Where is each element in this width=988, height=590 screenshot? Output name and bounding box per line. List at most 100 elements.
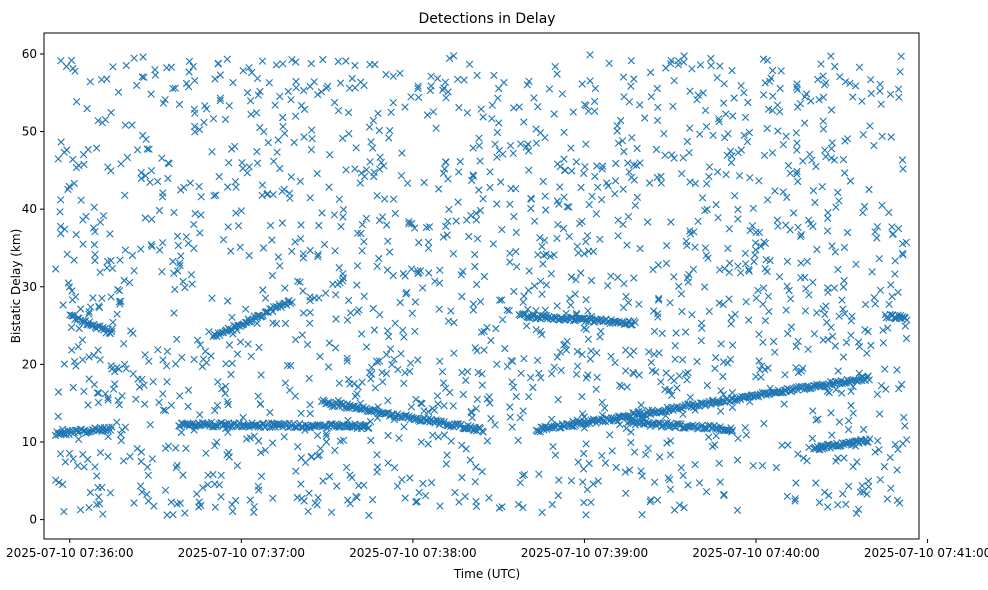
data-point [445, 205, 453, 214]
data-point [725, 295, 733, 303]
data-point [716, 266, 724, 274]
data-point [630, 448, 639, 456]
data-point [696, 399, 705, 407]
data-point [367, 138, 375, 146]
data-point [842, 500, 850, 508]
data-point [197, 193, 205, 201]
data-point [627, 428, 635, 436]
data-point [357, 229, 365, 238]
data-point [759, 300, 767, 308]
data-point [435, 305, 443, 313]
data-point [145, 357, 153, 365]
data-point [715, 299, 723, 307]
data-point [115, 297, 124, 306]
data-point [537, 374, 545, 382]
data-point [287, 96, 295, 104]
data-point [881, 365, 889, 373]
data-point [61, 225, 69, 233]
data-point [61, 458, 70, 466]
data-point [727, 313, 736, 322]
data-point [712, 353, 720, 362]
data-point [389, 72, 397, 80]
data-point [849, 93, 857, 101]
data-point [362, 420, 370, 429]
data-point [472, 209, 480, 217]
data-point [654, 261, 663, 269]
data-point [677, 464, 685, 472]
data-point [777, 67, 785, 75]
data-point [90, 380, 99, 389]
data-point [601, 459, 610, 467]
data-point [331, 446, 339, 454]
data-point [345, 130, 353, 138]
data-point [586, 51, 594, 59]
data-point [876, 286, 885, 294]
data-point [535, 470, 543, 478]
data-point [538, 508, 546, 517]
data-point [211, 480, 219, 488]
data-point [532, 326, 540, 334]
data-point [159, 356, 167, 364]
data-point [759, 284, 768, 292]
data-point [717, 387, 725, 395]
data-point [85, 310, 93, 318]
data-point [684, 278, 692, 286]
data-point [273, 148, 281, 156]
data-point [607, 272, 615, 280]
data-point [809, 407, 817, 415]
data-point [162, 362, 171, 370]
data-point [296, 177, 304, 186]
data-point [719, 300, 727, 309]
data-point [174, 241, 183, 250]
data-point [306, 293, 314, 301]
data-point [333, 482, 341, 490]
data-point [517, 140, 525, 148]
data-point [745, 316, 753, 324]
data-point [334, 107, 343, 115]
data-point [604, 281, 612, 290]
data-point [434, 400, 442, 408]
data-point [122, 365, 130, 373]
data-point [411, 327, 419, 335]
data-point [128, 121, 136, 129]
data-point [587, 498, 595, 506]
data-point [255, 343, 263, 352]
data-point [520, 118, 528, 126]
data-point [76, 305, 85, 313]
data-point [390, 464, 399, 472]
data-point [679, 471, 687, 480]
data-point [441, 384, 450, 392]
data-point [730, 396, 738, 405]
data-point [847, 387, 855, 395]
data-point [306, 246, 314, 255]
data-point [258, 181, 267, 189]
data-point [352, 144, 360, 152]
data-point [598, 165, 606, 173]
data-point [83, 104, 91, 113]
data-point [810, 330, 819, 338]
data-point [147, 240, 155, 249]
data-point [847, 331, 855, 339]
data-point [746, 226, 754, 235]
data-point [95, 500, 104, 508]
data-point [373, 192, 381, 200]
data-point [859, 209, 867, 217]
data-point [623, 241, 631, 249]
data-point [842, 338, 851, 347]
data-point [512, 392, 520, 401]
data-point [681, 370, 690, 378]
data-point [845, 417, 853, 425]
data-point [671, 355, 679, 363]
data-point [791, 497, 799, 505]
data-point [402, 288, 411, 297]
data-point [548, 500, 556, 509]
data-point [138, 73, 146, 81]
data-point [827, 409, 835, 417]
data-point [631, 201, 639, 210]
data-point [825, 491, 833, 500]
data-point [650, 350, 658, 358]
data-point [878, 201, 886, 210]
data-point [701, 206, 709, 215]
data-point [153, 177, 162, 186]
data-point [693, 96, 701, 104]
